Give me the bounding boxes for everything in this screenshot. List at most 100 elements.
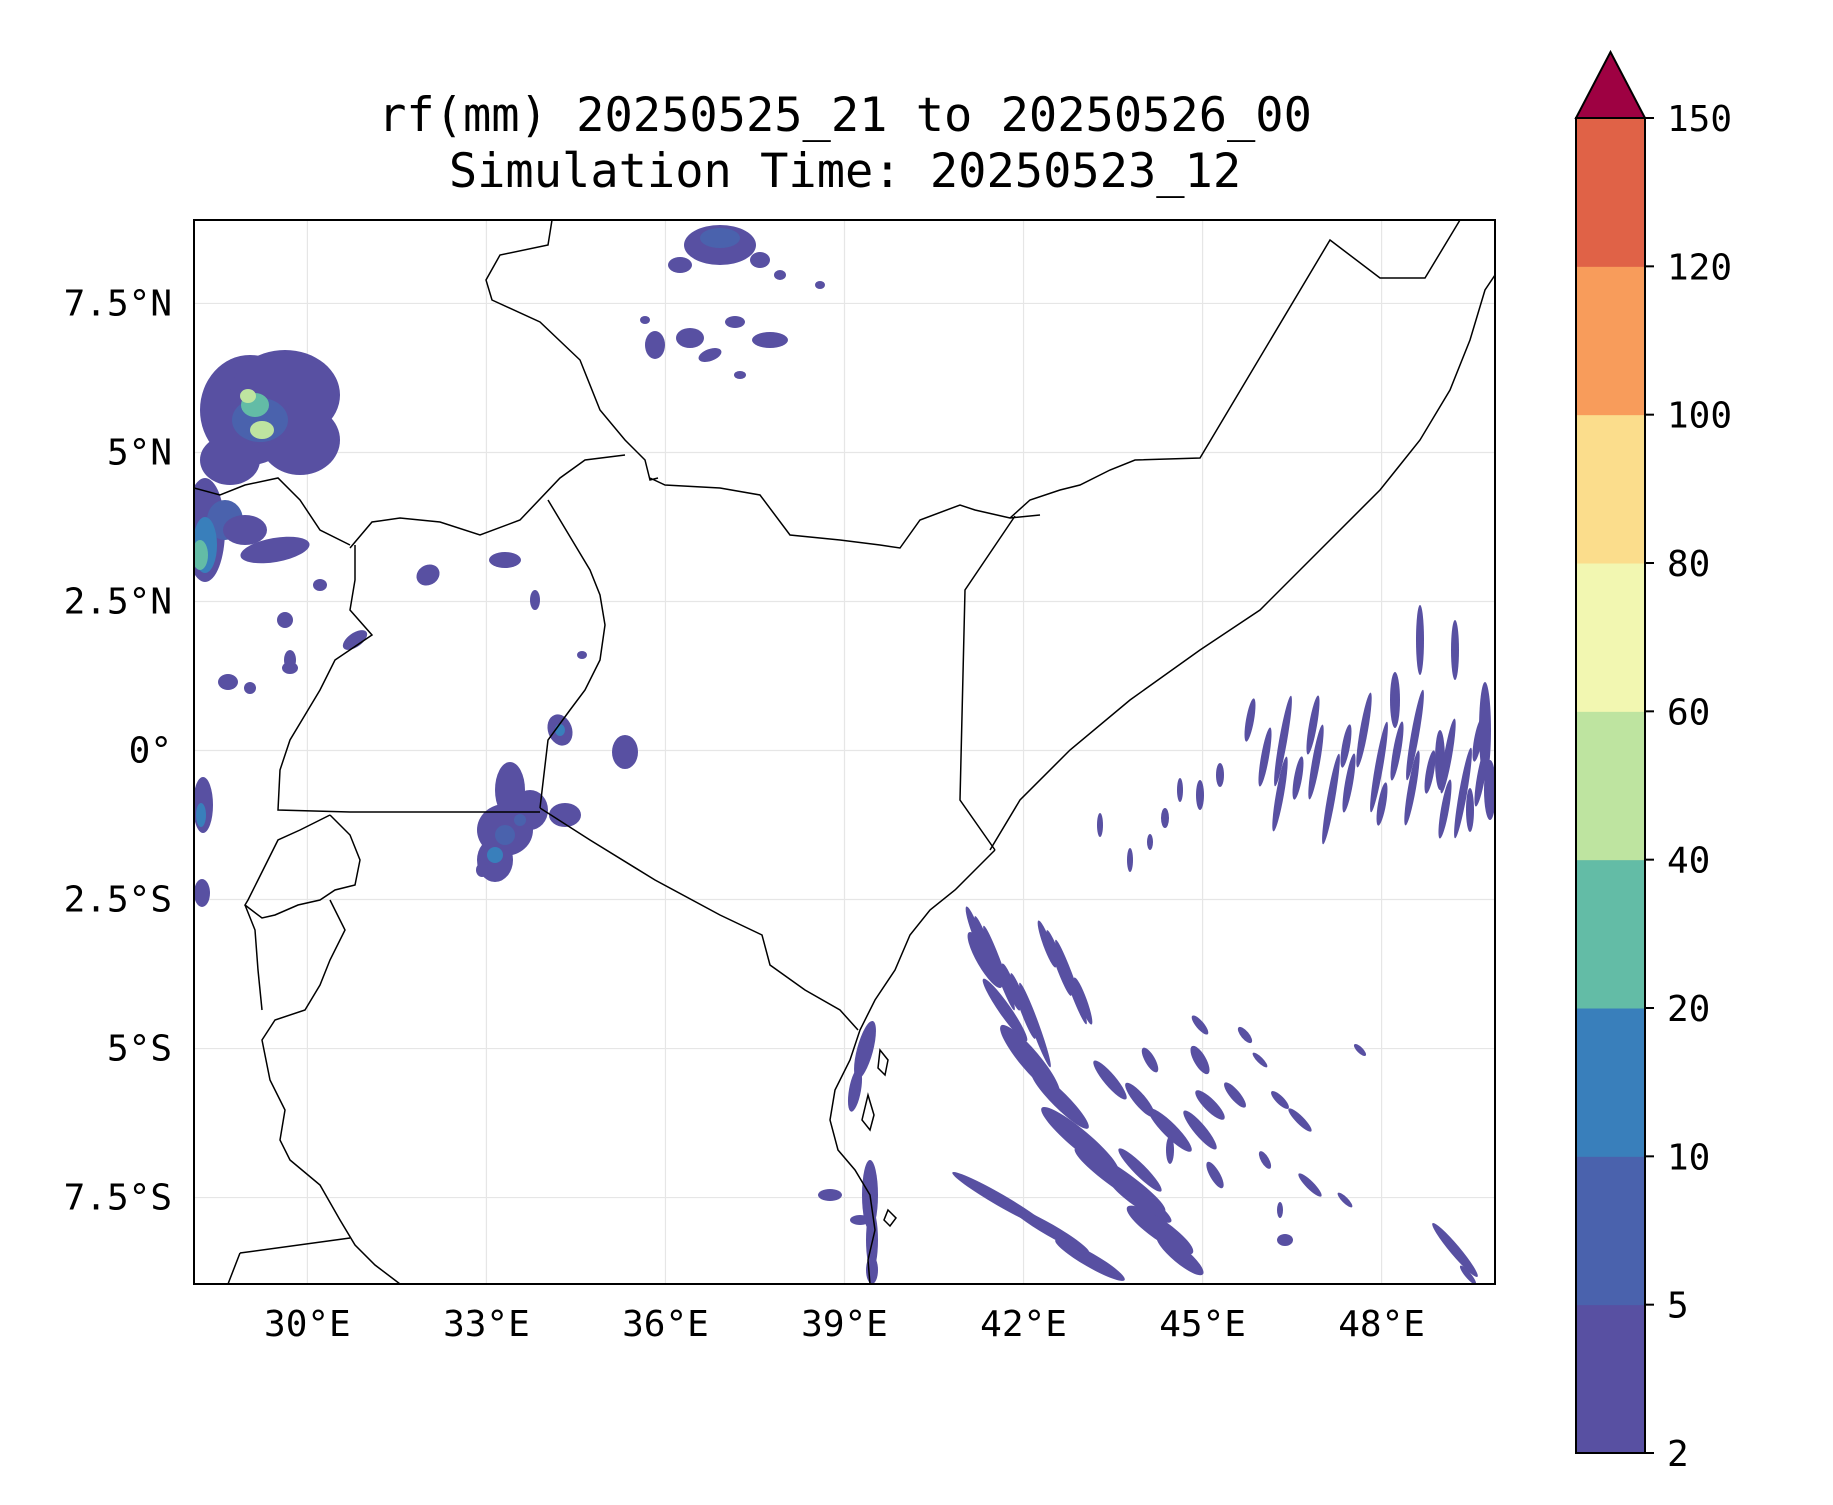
rain-cell [1484, 760, 1495, 820]
rain-cell [1292, 756, 1304, 800]
rain-cell [1308, 724, 1324, 800]
rain-cell [1147, 834, 1153, 850]
rain-cell [1322, 753, 1340, 845]
colorbar-segment [1576, 859, 1645, 1009]
colorbar-tick-label: 150 [1667, 99, 1732, 140]
rain-cell [1390, 672, 1400, 728]
rain-cell [982, 978, 1028, 1042]
lon-tick-label: 42°E [980, 1304, 1067, 1345]
border-ethiopia-sudan [485, 220, 659, 481]
rain-cell [818, 1189, 842, 1201]
lat-tick-label: 2.5°N [64, 581, 172, 622]
rain-cell [240, 536, 310, 564]
rain-cell [1337, 1192, 1353, 1208]
rain-cell [1435, 730, 1445, 790]
rain-cell [1046, 930, 1072, 996]
rain-cell [555, 724, 565, 736]
rain-cell [1031, 1071, 1089, 1129]
rain-cell [1432, 1222, 1478, 1278]
rain-cell [1416, 605, 1424, 675]
rain-cell [676, 328, 704, 348]
zanzibar-island [877, 1048, 889, 1077]
rain-cell [1010, 1206, 1090, 1254]
rain-cell [668, 257, 692, 273]
rain-cell [1097, 813, 1103, 837]
rain-cell [313, 579, 327, 591]
rain-cell [495, 825, 515, 845]
rain-cell [1073, 977, 1093, 1025]
rain-cell [549, 803, 581, 827]
border-uganda-drc [277, 545, 540, 813]
rain-cell [1390, 721, 1404, 781]
rain-cell [1271, 1091, 1289, 1109]
rain-cell [640, 316, 650, 324]
country-borders [194, 220, 1495, 1284]
rain-cell [725, 316, 745, 328]
rain-cell [1340, 724, 1352, 768]
colorbar-segment [1576, 118, 1645, 267]
rain-cell [489, 552, 521, 568]
border-drc-zambia [244, 904, 263, 1011]
rain-cell [223, 515, 267, 545]
colorbar: 2 5 10 20 40 60 80 100 120 150 [1574, 49, 1732, 1475]
colorbar-segment [1576, 563, 1645, 712]
rain-cell [1001, 963, 1021, 1011]
rain-cell [1069, 1133, 1131, 1187]
rain-cell [1356, 692, 1372, 768]
border-ethiopia-somalia [1009, 220, 1461, 519]
rain-cell [277, 612, 293, 628]
rain-cell [1161, 808, 1169, 828]
rain-cell [1406, 689, 1424, 781]
rain-cell [1298, 1173, 1322, 1197]
rain-cell [196, 803, 206, 827]
rain-cell [1141, 1047, 1159, 1073]
rain-cell [1206, 1161, 1224, 1189]
colorbar-tick-label: 80 [1667, 544, 1710, 585]
border-kenya-ethiopia [649, 477, 1041, 549]
colorbar-tick-label: 5 [1667, 1286, 1689, 1327]
colorbar-segment [1576, 711, 1645, 861]
rain-cell [645, 331, 665, 359]
rain-cell [1156, 1234, 1204, 1276]
border-kenya-tanzania [539, 807, 859, 1031]
rain-cell [1272, 756, 1288, 832]
rain-cell [983, 925, 1015, 1011]
lon-tick-label: 36°E [622, 1304, 709, 1345]
rain-cell [1010, 973, 1036, 1039]
rain-cell [1108, 1177, 1172, 1223]
figure-title: rf(mm) 20250525_21 to 20250526_00 Simula… [0, 88, 1690, 200]
mafia-island [883, 1208, 897, 1228]
colorbar-tick-label: 100 [1667, 396, 1732, 437]
colorbar-segment [1576, 1008, 1645, 1157]
map-frame [193, 219, 1496, 1285]
colorbar-tick-label: 60 [1667, 692, 1710, 733]
colorbar-segment [1576, 1156, 1645, 1306]
rain-cell [847, 1068, 863, 1112]
border-kenya-somalia [959, 515, 1016, 851]
rain-cell [1195, 1090, 1225, 1120]
rain-cell [1274, 695, 1292, 787]
rain-cell [774, 270, 786, 280]
lon-tick-label: 33°E [443, 1304, 530, 1345]
rain-cell [1148, 1108, 1192, 1152]
gridlines [194, 220, 1495, 1284]
rain-cell [1126, 1205, 1194, 1255]
lat-tick-label: 7.5°S [64, 1178, 172, 1219]
rain-cell [218, 674, 238, 690]
rain-cell [487, 847, 503, 863]
lat-tick-label: 7.5°N [64, 283, 172, 324]
rain-cell [1466, 788, 1474, 832]
rain-cell [1438, 779, 1452, 839]
rain-cell [200, 435, 260, 485]
rain-cell [854, 1020, 876, 1080]
colorbar-frame [1575, 117, 1646, 1454]
colorbar-tick-label: 20 [1667, 989, 1710, 1030]
border-zambia-tanzania [239, 1237, 351, 1254]
lat-tick-label: 0° [129, 731, 172, 772]
rain-cell [1183, 1110, 1217, 1150]
rain-cell [1353, 1043, 1367, 1057]
colorbar-segment [1576, 1304, 1645, 1454]
colorbar-segment [1576, 414, 1645, 564]
rain-cell [1277, 1234, 1293, 1246]
